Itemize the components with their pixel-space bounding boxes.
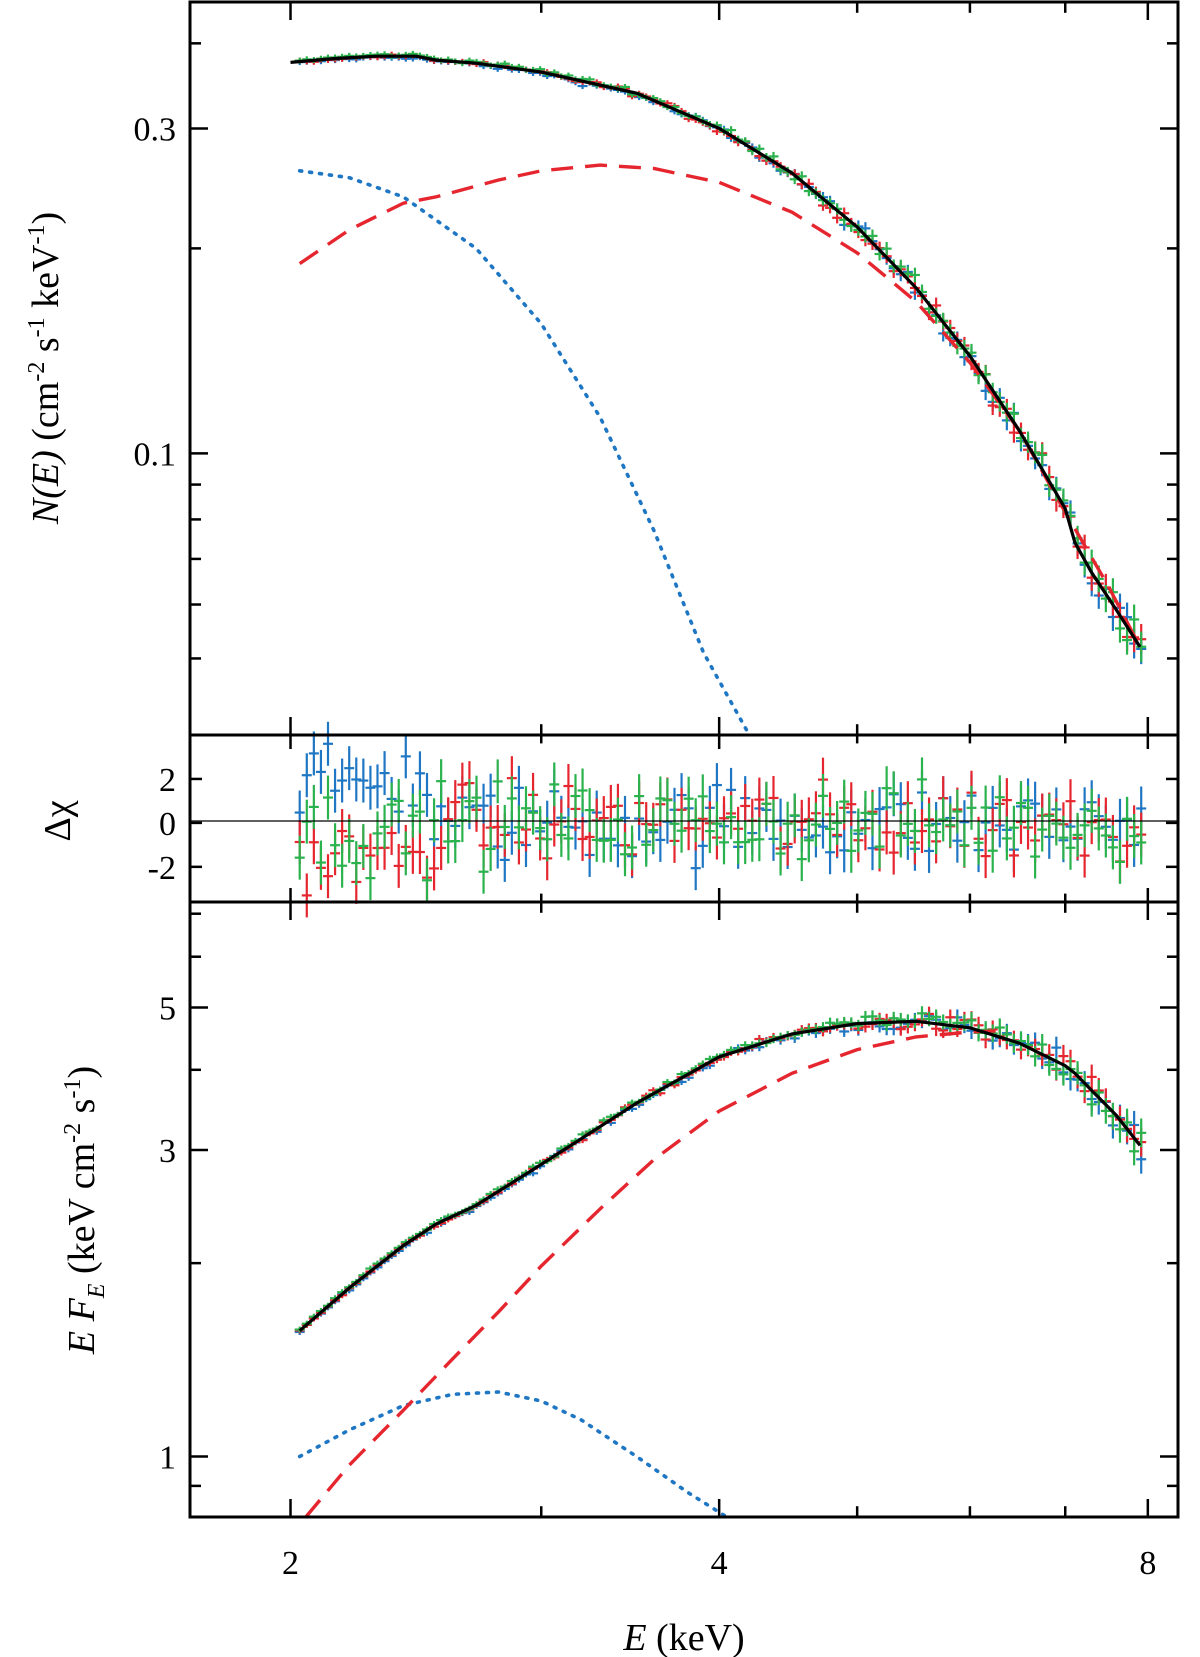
bottom-y-tick-label: 5 (159, 991, 176, 1028)
residual-y-tick-label: 2 (159, 762, 176, 799)
top-y-tick-label: 0.1 (134, 436, 177, 473)
top-data-points (294, 50, 1147, 665)
residual-y-tick-label: -2 (148, 850, 176, 887)
x-tick-label: 2 (282, 1545, 299, 1582)
x-tick-label: 4 (711, 1545, 728, 1582)
top-y-tick-labels: 0.3 0.1 (134, 111, 177, 473)
x-axis-label: E (keV) (622, 1617, 744, 1657)
bottom-panel-frame (188, 900, 1180, 1519)
bottom-y-tick-labels: 5 3 1 (159, 991, 176, 1477)
x-tick-labels: 2 4 8 (282, 1545, 1156, 1582)
bottom-y-tick-label: 1 (159, 1439, 176, 1476)
residual-panel-frame (188, 733, 1180, 904)
residual-y-tick-label: 0 (159, 806, 176, 843)
top-ticks (190, 2, 1178, 735)
residual-y-tick-labels: 2 0 -2 (148, 762, 176, 887)
hot-component-curve (304, 1029, 1001, 1519)
bottom-y-axis-label: E FE (keV cm-2 s-1) (60, 1066, 110, 1355)
bottom-y-tick-label: 3 (159, 1133, 176, 1170)
cool-component-curve (297, 1390, 729, 1519)
top-y-axis-label: N(E) (cm-2 s-1 keV-1) (24, 212, 67, 525)
top-y-tick-label: 0.3 (134, 111, 177, 148)
residual-panel: 2 0 -2 Δχ (37, 721, 1180, 918)
total-model-curve (290, 54, 1142, 648)
x-tick-label: 8 (1139, 1545, 1156, 1582)
residual-y-axis-label: Δχ (37, 800, 79, 841)
cool-component-curve (297, 169, 752, 737)
bottom-panel: 5 3 1 2 4 8 E FE (keV cm-2 s-1) E (keV) (60, 900, 1180, 1657)
residual-data-points (294, 721, 1147, 918)
total-model-curve (298, 1019, 1142, 1332)
top-panel: 0.3 0.1 N(E) (cm-2 s-1 keV-1) (24, 0, 1180, 737)
bottom-ticks (190, 902, 1178, 1517)
residual-ticks (190, 735, 1178, 902)
bottom-model-curves (297, 1019, 1142, 1519)
top-model-curves (290, 54, 1142, 737)
